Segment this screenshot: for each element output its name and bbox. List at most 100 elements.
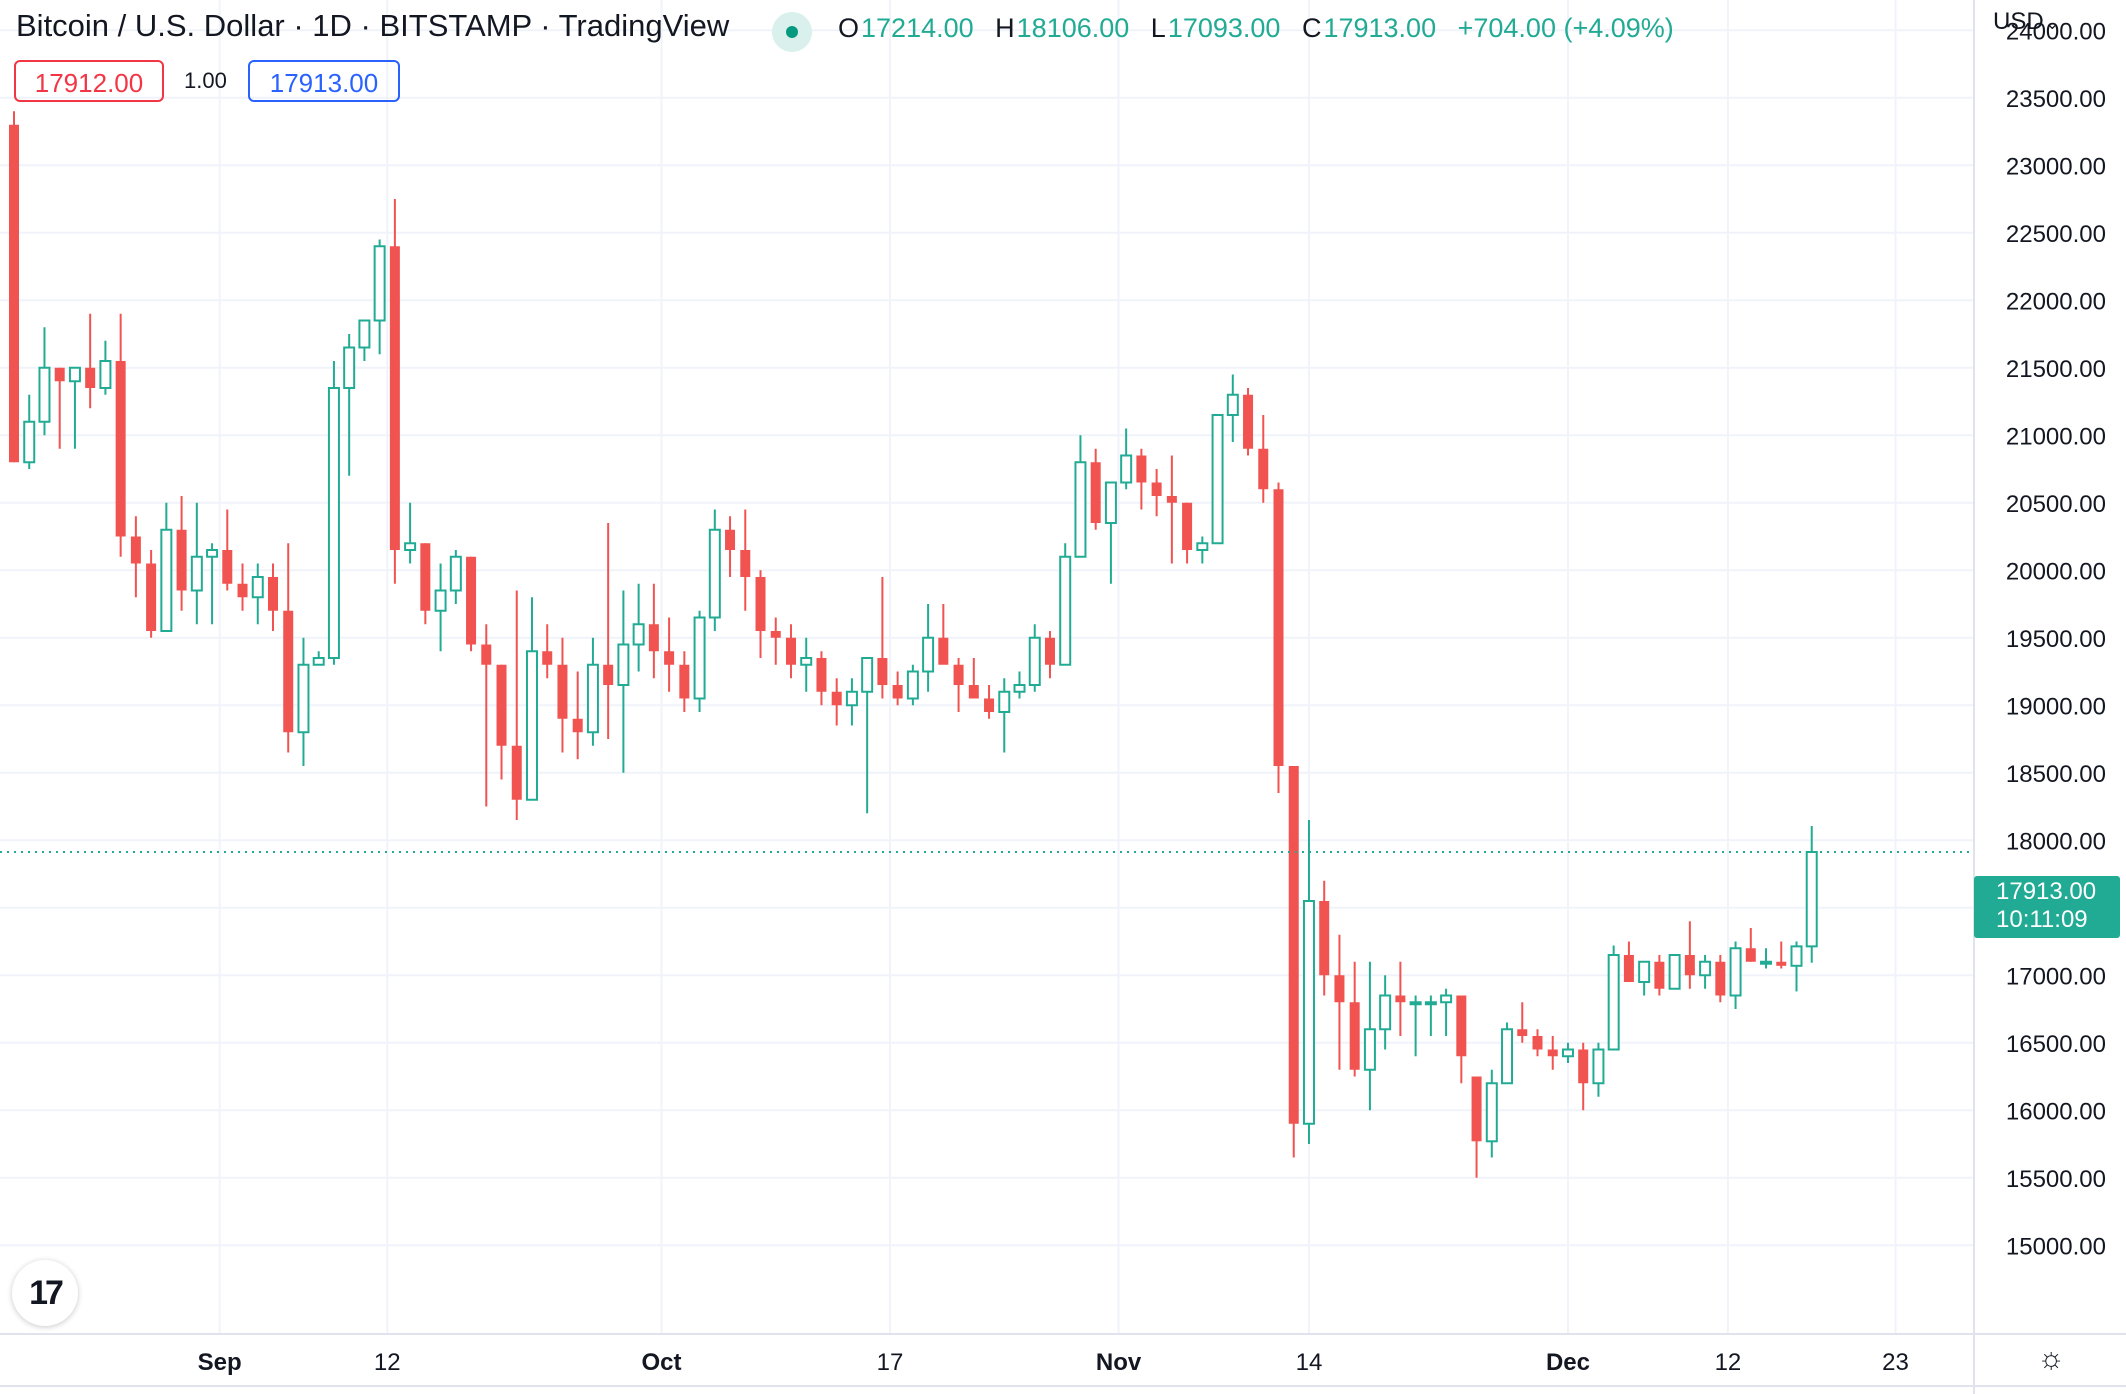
candle bbox=[525, 597, 538, 801]
x-tick-label: Nov bbox=[1096, 1349, 1142, 1376]
candle-body bbox=[831, 691, 842, 706]
candle bbox=[1302, 820, 1315, 1144]
candle bbox=[679, 651, 690, 712]
candle bbox=[160, 502, 173, 632]
candle bbox=[1258, 415, 1269, 503]
currency-label: USD bbox=[1993, 8, 2044, 35]
candle bbox=[176, 496, 187, 611]
grid bbox=[0, 0, 1974, 1334]
candle bbox=[1044, 631, 1055, 679]
candle bbox=[1607, 945, 1620, 1051]
candle-body bbox=[1379, 994, 1392, 1031]
candle-body bbox=[130, 536, 141, 564]
y-tick-label: 22500.00 bbox=[2006, 221, 2106, 248]
candle bbox=[222, 509, 233, 591]
candle bbox=[1028, 624, 1041, 692]
low-label: L bbox=[1150, 13, 1166, 43]
candle bbox=[54, 367, 65, 449]
candle-body bbox=[1395, 995, 1406, 1003]
candle-body bbox=[1592, 1048, 1605, 1085]
candle bbox=[906, 664, 919, 706]
gear-icon[interactable]: ☼ bbox=[2037, 1342, 2065, 1375]
y-tick-label: 22000.00 bbox=[2006, 288, 2106, 315]
candle-body bbox=[922, 636, 935, 673]
open-value: 17214.00 bbox=[861, 13, 974, 43]
candle bbox=[267, 563, 278, 631]
candle bbox=[1623, 941, 1634, 982]
candle-body bbox=[1684, 955, 1695, 976]
candle-body bbox=[251, 576, 264, 599]
y-tick-label: 21000.00 bbox=[2006, 423, 2106, 450]
candle-body bbox=[1151, 482, 1162, 496]
candle-body bbox=[9, 124, 19, 463]
candle-body bbox=[1715, 961, 1726, 996]
x-tick-label: Sep bbox=[198, 1349, 242, 1376]
candle-body bbox=[542, 651, 553, 665]
candle-body bbox=[693, 616, 706, 700]
candle-body bbox=[1334, 975, 1345, 1003]
candle-body bbox=[237, 583, 248, 598]
change-value: +704.00 (+4.09%) bbox=[1457, 13, 1674, 43]
candle-body bbox=[1745, 948, 1756, 962]
chevron-down-icon: ⌄ bbox=[2045, 16, 2060, 33]
buy-button[interactable]: 17913.00 bbox=[248, 60, 400, 102]
candle bbox=[800, 637, 813, 692]
candle bbox=[1090, 448, 1101, 530]
candle-body bbox=[466, 556, 477, 645]
candle bbox=[785, 624, 796, 679]
candle-body bbox=[373, 245, 386, 322]
y-tick-label: 20500.00 bbox=[2006, 491, 2106, 518]
candle-body bbox=[1166, 496, 1177, 503]
y-tick-label: 16500.00 bbox=[2006, 1031, 2106, 1058]
sell-button[interactable]: 17912.00 bbox=[14, 60, 164, 102]
candle bbox=[603, 523, 614, 739]
candle bbox=[1074, 435, 1087, 558]
candle bbox=[389, 199, 400, 584]
candle bbox=[1471, 1076, 1482, 1178]
candle bbox=[1715, 955, 1726, 1003]
candle-body bbox=[1790, 945, 1803, 967]
logo-text: 17 bbox=[29, 1274, 64, 1312]
candle-body bbox=[572, 718, 583, 733]
candle bbox=[693, 610, 706, 712]
candle bbox=[708, 509, 721, 631]
candle bbox=[1578, 1042, 1589, 1111]
x-tick-label: 23 bbox=[1882, 1349, 1909, 1376]
candle-body bbox=[511, 745, 522, 800]
candle bbox=[1760, 948, 1773, 969]
candle-body bbox=[968, 685, 979, 699]
candle-body bbox=[283, 610, 294, 733]
candle-body bbox=[953, 664, 964, 685]
candle bbox=[481, 624, 492, 807]
candle bbox=[358, 319, 371, 361]
candle bbox=[1805, 825, 1818, 963]
candle-body bbox=[1196, 542, 1209, 551]
candle bbox=[1456, 995, 1467, 1084]
x-axis-labels[interactable]: Sep 12 Oct 17 Nov 14 Dec 12 23 bbox=[198, 1349, 1909, 1376]
last-price-tag: 17913.00 10:11:09 bbox=[1974, 876, 2120, 938]
candle-body bbox=[176, 529, 187, 591]
candle-body bbox=[708, 528, 721, 619]
candle bbox=[190, 502, 203, 625]
currency-selector[interactable]: USD ⌄ bbox=[1993, 8, 2059, 36]
candle-body bbox=[1273, 489, 1284, 766]
candle bbox=[1547, 1036, 1558, 1070]
candle-body bbox=[1485, 1082, 1498, 1143]
y-tick-label: 18500.00 bbox=[2006, 761, 2106, 788]
candle-body bbox=[1363, 1028, 1376, 1071]
y-axis-labels: 15000.00 15500.00 16000.00 16500.00 17000.00… bbox=[2006, 18, 2106, 1260]
candle bbox=[283, 543, 294, 753]
candle-body bbox=[664, 651, 675, 665]
candle-body bbox=[206, 549, 219, 558]
candle-body bbox=[617, 643, 630, 686]
candle bbox=[861, 657, 874, 814]
y-tick-label: 15000.00 bbox=[2006, 1233, 2106, 1260]
candle bbox=[1104, 481, 1117, 584]
candle bbox=[953, 658, 964, 712]
candle bbox=[99, 340, 112, 395]
chart-title[interactable]: Bitcoin / U.S. Dollar · 1D · BITSTAMP · … bbox=[16, 8, 730, 43]
tradingview-logo-icon[interactable]: 17 bbox=[12, 1260, 78, 1326]
candle bbox=[130, 516, 141, 598]
